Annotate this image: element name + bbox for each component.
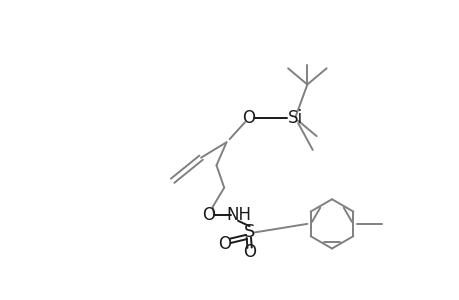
Text: O: O (217, 235, 230, 253)
Text: O: O (242, 110, 255, 128)
Text: Si: Si (287, 110, 302, 128)
Text: NH: NH (226, 206, 251, 224)
Text: O: O (243, 243, 256, 261)
Text: S: S (243, 223, 255, 241)
Text: O: O (202, 206, 215, 224)
